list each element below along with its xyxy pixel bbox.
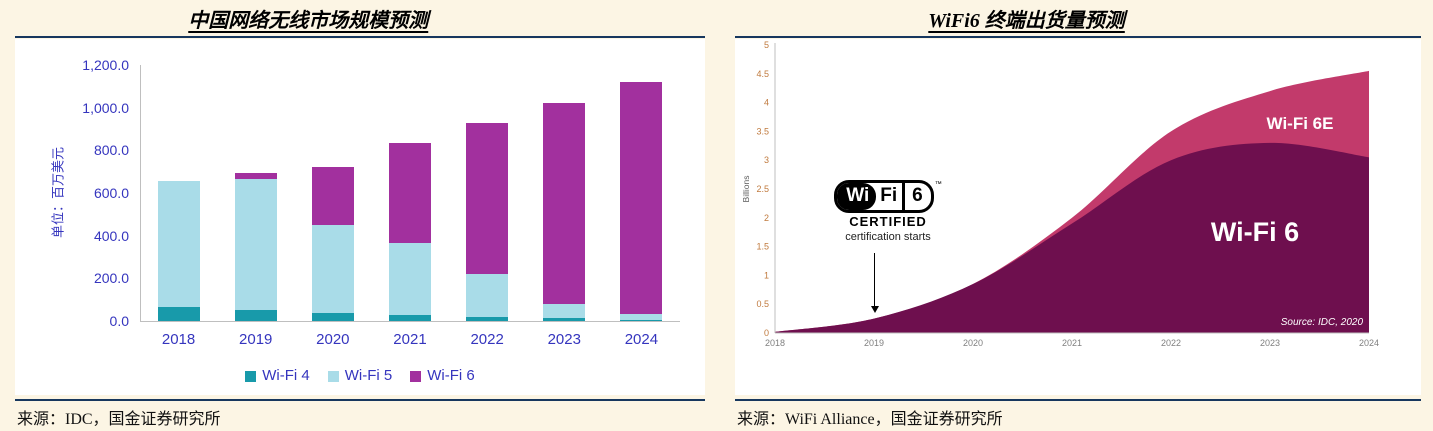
bar-segment-wi-fi-5 — [620, 313, 663, 320]
x-tick-label: 2021 — [393, 331, 427, 348]
left-source-rule — [15, 399, 705, 401]
y-tick-label: 2 — [764, 213, 769, 223]
bar-segment-wi-fi-4 — [234, 310, 277, 321]
x-tick-label: 2020 — [316, 331, 350, 348]
area-chart-svg: 0 0.5 1 1.5 2 2.5 3 3.5 4 4.5 5 2018 2019 2020 2021 202… — [741, 40, 1379, 348]
bar-segment-wi-fi-4 — [389, 315, 431, 321]
y-tick-label: 0.5 — [756, 299, 769, 309]
y-axis-title: 单位：百万美元 — [50, 147, 66, 239]
y-tick-label: 3 — [764, 155, 769, 165]
left-title-rule — [15, 36, 705, 38]
left-source-text: 来源：IDC，国金证券研究所 — [17, 411, 221, 428]
bar-segment-wi-fi-6 — [311, 167, 354, 225]
bar-segment-wi-fi-5 — [234, 179, 277, 311]
bar-segment-wi-fi-6 — [620, 82, 663, 314]
x-tick-label: 2024 — [624, 331, 659, 348]
bar-segment-wi-fi-4 — [157, 307, 200, 321]
bar-segment-wi-fi-6 — [466, 122, 509, 275]
bar-segment-wi-fi-5 — [543, 303, 586, 319]
left-bar-chart: 0.0 200.0 400.0 600.0 800.0 1,000.0 1,200.0 单位：… — [15, 39, 705, 395]
y-tick-label: 1,000.0 — [82, 99, 129, 116]
x-axis-line — [140, 321, 680, 322]
annotation-arrow-icon — [870, 253, 879, 313]
wifi-logo-trademark: ™ — [934, 181, 942, 188]
legend-item: Wi-Fi 4 — [245, 367, 310, 385]
right-source-text: 来源：WiFi Alliance，国金证券研究所 — [737, 411, 1003, 428]
right-chart-panel: WiFi6 终端出货量预测 0 0.5 1 1.5 2 2.5 3 3.5 4 4.5 5 2018 2… — [735, 0, 1421, 431]
legend-label: Wi-Fi 6 — [427, 367, 475, 384]
wifi-logo-6: 6 — [902, 183, 931, 210]
right-source-rule — [735, 399, 1421, 401]
certified-label: CERTIFIED — [849, 213, 927, 229]
bar-segment-wi-fi-4 — [620, 319, 663, 321]
y-tick-label: 2.5 — [756, 184, 769, 194]
y-tick-label: 0 — [764, 328, 769, 338]
wifi-6-area — [775, 142, 1369, 333]
x-tick-label: 2018 — [161, 331, 196, 348]
y-tick-label: 600.0 — [93, 185, 129, 201]
y-tick-label: 1 — [764, 270, 769, 280]
wifi-logo-fi: Fi — [880, 185, 898, 206]
bar-segment-wi-fi-4 — [543, 318, 586, 321]
legend-item: Wi-Fi 6 — [410, 367, 475, 385]
right-area-chart: 0 0.5 1 1.5 2 2.5 3 3.5 4 4.5 5 2018 2019 2020 2021 202… — [735, 39, 1421, 395]
bar-segment-wi-fi-5 — [389, 242, 431, 315]
x-tick-label: 2024 — [1359, 338, 1379, 348]
wifi-logo-wi: Wi — [837, 183, 877, 210]
legend-label: Wi-Fi 4 — [262, 367, 310, 384]
y-tick-label: 1,200.0 — [82, 57, 129, 73]
y-tick-label: 3.5 — [756, 126, 769, 136]
x-tick-label: 2020 — [963, 338, 983, 348]
x-tick-label: 2021 — [1062, 338, 1082, 348]
legend-swatch — [245, 370, 257, 382]
legend-swatch — [410, 370, 422, 382]
bar-segment-wi-fi-6 — [389, 143, 431, 243]
wifi-6-area-label: Wi-Fi 6 — [1211, 217, 1299, 247]
right-chart-title: WiFi6 终端出货量预测 — [928, 10, 1125, 32]
x-tick-label: 2019 — [239, 331, 273, 348]
y-tick-label: 4.5 — [756, 69, 769, 79]
wifi-6e-area-label: Wi-Fi 6E — [1267, 114, 1334, 133]
legend-swatch — [327, 370, 339, 382]
y-axis-line — [140, 65, 141, 321]
left-chart-title: 中国网络无线市场规模预测 — [188, 10, 429, 32]
bar-segment-wi-fi-5 — [311, 225, 354, 313]
legend-item: Wi-Fi 5 — [327, 367, 393, 385]
wifi6-certified-badge: Wi Fi 6 ™ CERTIFIED certification starts — [823, 180, 953, 243]
left-chart-panel: 中国网络无线市场规模预测 0.0 200.0 400.0 600.0 800.0 1,00… — [15, 0, 705, 431]
y-tick-label: 400.0 — [93, 227, 129, 244]
bar-segment-wi-fi-6 — [234, 172, 277, 180]
x-tick-label: 2018 — [765, 338, 785, 348]
right-title-rule — [735, 36, 1421, 38]
legend: Wi-Fi 4 Wi-Fi 5 Wi-Fi 6 — [15, 367, 705, 385]
y-tick-label: 0.0 — [109, 313, 129, 329]
wifi-logo-pill: Wi Fi 6 — [834, 180, 934, 213]
x-tick-label: 2023 — [1260, 338, 1280, 348]
x-tick-label: 2022 — [470, 331, 504, 348]
bar-segment-wi-fi-4 — [311, 312, 354, 321]
y-tick-label: 4 — [764, 98, 769, 108]
y-tick-label: 1.5 — [756, 242, 769, 252]
y-tick-label: 200.0 — [93, 270, 129, 287]
x-tick-label: 2022 — [1161, 338, 1181, 348]
bar-segment-wi-fi-4 — [466, 316, 509, 321]
x-tick-label: 2019 — [864, 338, 884, 348]
y-axis-title: Billions — [741, 176, 751, 203]
chart-source-note: Source: IDC, 2020 — [1281, 317, 1364, 328]
bar-segment-wi-fi-6 — [543, 103, 586, 304]
wifi6-logo: Wi Fi 6 ™ — [834, 180, 942, 213]
y-tick-label: 5 — [764, 40, 769, 50]
bar-segment-wi-fi-5 — [157, 181, 200, 308]
legend-label: Wi-Fi 5 — [344, 367, 393, 384]
x-tick-label: 2023 — [547, 331, 581, 348]
certification-starts-label: certification starts — [845, 230, 931, 243]
bar-segment-wi-fi-5 — [466, 274, 509, 317]
y-tick-label: 800.0 — [93, 142, 129, 159]
